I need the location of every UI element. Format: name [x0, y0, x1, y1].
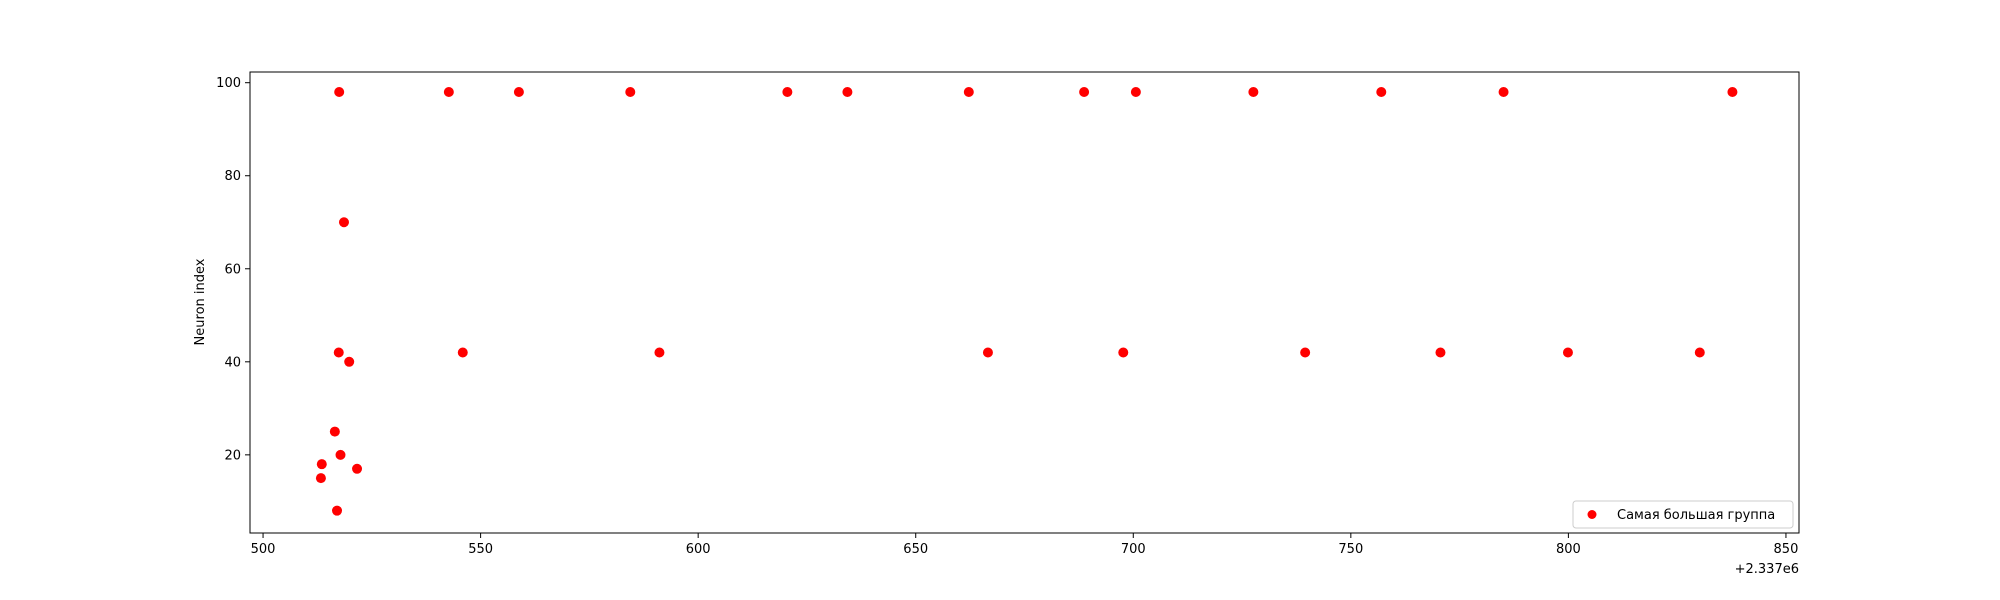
scatter-point: [443, 87, 454, 98]
scatter-point: [316, 459, 327, 470]
scatter-point: [1727, 87, 1738, 98]
scatter-point: [352, 463, 363, 474]
scatter-point: [1248, 87, 1259, 98]
y-axis-label: Neuron index: [193, 258, 208, 345]
x-tick-label: 550: [468, 542, 493, 557]
scatter-point: [329, 426, 340, 437]
scatter-point: [1376, 87, 1387, 98]
legend-box: [1572, 500, 1794, 529]
legend-label: Самая большая группа: [1617, 508, 1775, 523]
scatter-point: [1130, 87, 1141, 98]
scatter-point: [457, 347, 468, 358]
x-tick-label: 500: [251, 542, 276, 557]
scatter-point: [842, 87, 853, 98]
scatter-point: [625, 87, 636, 98]
scatter-point: [963, 87, 974, 98]
x-tick-label: 850: [1774, 542, 1799, 557]
scatter-point: [334, 87, 345, 98]
scatter-point: [1498, 87, 1509, 98]
scatter-point: [1118, 347, 1129, 358]
scatter-point: [1079, 87, 1090, 98]
scatter-point: [335, 449, 346, 460]
y-tick-label: 20: [224, 448, 241, 463]
scatter-point: [654, 347, 665, 358]
scatter-point: [1435, 347, 1446, 358]
x-tick-label: 650: [903, 542, 928, 557]
scatter-points: [315, 87, 1738, 516]
y-tick-label: 40: [224, 355, 241, 370]
scatter-point: [332, 505, 343, 516]
scatter-point: [1562, 347, 1573, 358]
y-tick-label: 60: [224, 262, 241, 277]
x-tick-label: 600: [686, 542, 711, 557]
y-tick-label: 100: [216, 76, 241, 91]
legend: Самая большая группа: [1572, 500, 1794, 529]
y-tick-label: 80: [224, 169, 241, 184]
scatter-point: [344, 356, 355, 367]
y-axis-ticks: 20 40 60 80 100: [216, 76, 250, 463]
scatter-point: [333, 347, 344, 358]
x-tick-label: 750: [1338, 542, 1363, 557]
x-tick-label: 700: [1121, 542, 1146, 557]
scatter-point: [982, 347, 993, 358]
scatter-point: [782, 87, 793, 98]
scatter-point: [513, 87, 524, 98]
x-tick-label: 800: [1556, 542, 1581, 557]
x-axis-offset-label: +2.337e6: [1735, 562, 1799, 577]
scatter-point: [1300, 347, 1311, 358]
plot-area-frame: [249, 71, 1800, 534]
scatter-point: [338, 217, 349, 228]
scatter-point: [315, 473, 326, 484]
scatter-point: [1694, 347, 1705, 358]
legend-marker: [1587, 510, 1597, 519]
x-axis-ticks: 500 550 600 650 700 750 800 850: [251, 533, 1799, 557]
